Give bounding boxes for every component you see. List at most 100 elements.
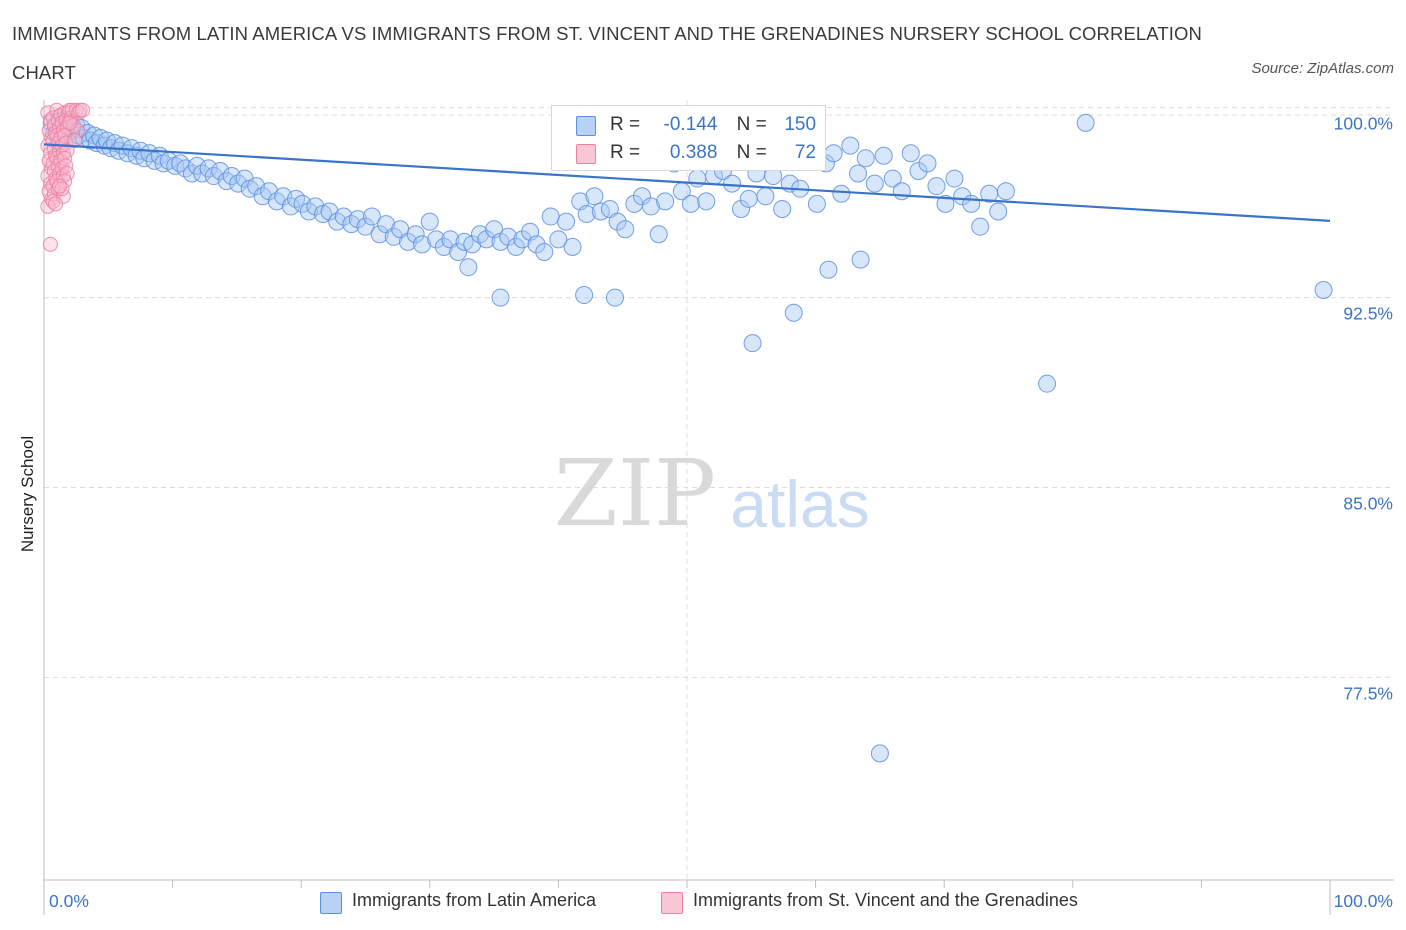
data-point-latin-america bbox=[427, 230, 446, 249]
source-label: Source: ZipAtlas.com bbox=[1251, 60, 1394, 77]
legend-swatch-blue bbox=[576, 116, 596, 136]
data-point-latin-america bbox=[971, 217, 990, 236]
data-point-latin-america bbox=[535, 243, 554, 261]
data-point-latin-america bbox=[832, 184, 851, 203]
data-point-latin-america bbox=[824, 144, 843, 163]
data-point-latin-america bbox=[945, 169, 964, 188]
data-point-latin-america bbox=[420, 212, 439, 231]
chart-title: IMMIGRANTS FROM LATIN AMERICA VS IMMIGRA… bbox=[12, 23, 1202, 83]
data-point-latin-america bbox=[499, 227, 518, 246]
watermark-atlas: atlas bbox=[730, 467, 869, 541]
data-point-st-vincent bbox=[54, 181, 70, 197]
data-point-latin-america bbox=[608, 212, 627, 231]
data-point-latin-america bbox=[996, 182, 1015, 201]
data-point-latin-america bbox=[1314, 280, 1333, 299]
data-point-latin-america bbox=[398, 232, 417, 251]
data-point-st-vincent bbox=[48, 196, 64, 212]
legend-r-label: R = bbox=[610, 114, 641, 135]
data-point-latin-america bbox=[918, 154, 937, 173]
data-point-latin-america bbox=[989, 202, 1008, 221]
data-point-latin-america bbox=[909, 161, 928, 180]
data-point-latin-america bbox=[1076, 113, 1095, 132]
y-tick-label: 92.5% bbox=[1343, 304, 1393, 324]
data-point-latin-america bbox=[874, 146, 893, 165]
trend-line-latin-america bbox=[43, 143, 1331, 222]
data-point-latin-america bbox=[356, 217, 375, 236]
data-point-latin-america bbox=[1038, 374, 1057, 393]
data-point-latin-america bbox=[577, 205, 596, 224]
data-point-latin-america bbox=[616, 220, 635, 239]
data-point-latin-america bbox=[849, 164, 868, 183]
bottom-legend-swatch-pink bbox=[661, 892, 683, 914]
data-point-latin-america bbox=[334, 207, 353, 226]
data-point-latin-america bbox=[320, 202, 339, 221]
data-point-st-vincent bbox=[57, 150, 73, 166]
legend-text: R = -0.144 N = 150 bbox=[610, 113, 816, 137]
x-tick-label: 100.0% bbox=[1334, 891, 1393, 911]
legend-r-label: R = bbox=[610, 142, 641, 163]
data-point-latin-america bbox=[605, 288, 624, 307]
data-point-latin-america bbox=[681, 194, 700, 213]
data-point-latin-america bbox=[527, 235, 546, 254]
data-point-latin-america bbox=[384, 227, 403, 246]
data-point-latin-america bbox=[575, 286, 594, 305]
legend-r-value: -0.144 bbox=[663, 114, 718, 135]
legend-n-label: N = bbox=[736, 114, 767, 135]
x-tick-label: 0.0% bbox=[49, 891, 89, 911]
data-point-latin-america bbox=[649, 225, 668, 244]
data-point-latin-america bbox=[697, 192, 716, 211]
data-point-latin-america bbox=[413, 235, 432, 254]
data-point-st-vincent bbox=[68, 102, 84, 118]
data-point-latin-america bbox=[773, 199, 792, 218]
data-point-latin-america bbox=[563, 237, 582, 256]
data-point-latin-america bbox=[732, 199, 751, 218]
data-point-latin-america bbox=[348, 210, 367, 229]
data-point-latin-america bbox=[656, 192, 675, 211]
data-point-latin-america bbox=[557, 212, 576, 231]
data-point-latin-america bbox=[434, 237, 453, 256]
legend-n-label: N = bbox=[736, 142, 767, 163]
data-point-latin-america bbox=[927, 177, 946, 196]
data-point-latin-america bbox=[870, 744, 889, 763]
data-point-latin-america bbox=[936, 194, 955, 213]
data-point-latin-america bbox=[865, 174, 884, 193]
data-point-latin-america bbox=[459, 258, 478, 277]
y-tick-label: 85.0% bbox=[1343, 494, 1393, 514]
data-point-latin-america bbox=[892, 182, 911, 201]
data-point-latin-america bbox=[491, 288, 510, 307]
data-point-latin-america bbox=[306, 197, 325, 216]
data-point-latin-america bbox=[370, 225, 389, 244]
y-tick-label: 100.0% bbox=[1334, 114, 1393, 134]
watermark-zip: ZIP bbox=[554, 440, 716, 547]
data-point-latin-america bbox=[739, 189, 758, 208]
data-point-latin-america bbox=[585, 187, 604, 206]
legend-n-value: 72 bbox=[794, 142, 817, 163]
data-point-st-vincent bbox=[42, 236, 58, 252]
bottom-legend-label: Immigrants from Latin America bbox=[352, 890, 597, 910]
data-point-latin-america bbox=[513, 230, 532, 249]
bottom-legend-label: Immigrants from St. Vincent and the Gren… bbox=[693, 890, 1078, 910]
data-point-latin-america bbox=[841, 136, 860, 155]
stats-legend: R = -0.144 N = 150 R = 0.388 N = 72 bbox=[551, 105, 826, 171]
data-point-latin-america bbox=[856, 149, 875, 168]
data-point-latin-america bbox=[819, 260, 838, 279]
data-point-latin-america bbox=[166, 156, 185, 175]
data-point-st-vincent bbox=[50, 181, 66, 197]
legend-r-value: 0.388 bbox=[669, 142, 718, 163]
data-point-st-vincent bbox=[75, 102, 91, 118]
y-tick-label: 77.5% bbox=[1343, 683, 1393, 703]
data-point-latin-america bbox=[743, 334, 762, 353]
data-point-st-vincent bbox=[67, 133, 83, 149]
data-point-latin-america bbox=[756, 187, 775, 206]
legend-swatch-pink bbox=[576, 144, 596, 164]
data-point-latin-america bbox=[477, 230, 496, 249]
data-point-latin-america bbox=[362, 207, 381, 226]
data-point-st-vincent bbox=[51, 178, 67, 194]
legend-n-value: 150 bbox=[784, 114, 817, 135]
data-point-latin-america bbox=[851, 250, 870, 269]
data-point-st-vincent bbox=[62, 115, 78, 131]
data-point-latin-america bbox=[632, 187, 651, 206]
bottom-legend-swatch-blue bbox=[320, 892, 342, 914]
data-point-latin-america bbox=[549, 230, 568, 249]
data-point-latin-america bbox=[807, 194, 826, 213]
